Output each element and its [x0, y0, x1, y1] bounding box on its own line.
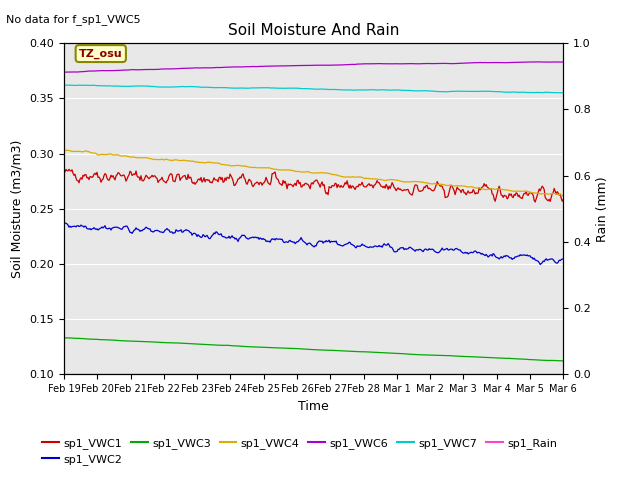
- Y-axis label: Rain (mm): Rain (mm): [596, 176, 609, 241]
- Text: TZ_osu: TZ_osu: [79, 48, 123, 59]
- Text: No data for f_sp1_VWC5: No data for f_sp1_VWC5: [6, 14, 141, 25]
- Title: Soil Moisture And Rain: Soil Moisture And Rain: [228, 23, 399, 38]
- Y-axis label: Soil Moisture (m3/m3): Soil Moisture (m3/m3): [11, 140, 24, 278]
- X-axis label: Time: Time: [298, 400, 329, 413]
- Legend: sp1_VWC1, sp1_VWC2, sp1_VWC3, sp1_VWC4, sp1_VWC6, sp1_VWC7, sp1_Rain: sp1_VWC1, sp1_VWC2, sp1_VWC3, sp1_VWC4, …: [38, 433, 562, 469]
